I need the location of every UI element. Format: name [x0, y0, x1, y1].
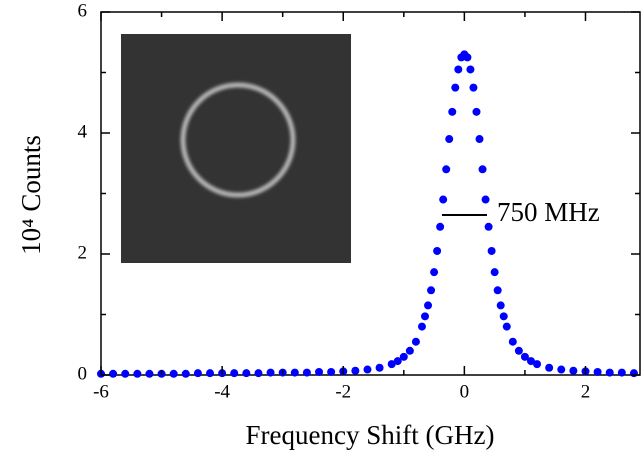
data-point — [557, 365, 566, 374]
data-point — [145, 369, 154, 378]
data-point — [514, 346, 523, 355]
data-point — [499, 312, 508, 321]
data-point — [445, 135, 454, 144]
data-point — [399, 352, 408, 361]
data-point — [533, 360, 542, 369]
data-point — [266, 368, 275, 377]
data-point — [496, 301, 505, 310]
data-point — [605, 368, 614, 377]
data-point — [481, 195, 490, 204]
data-point — [451, 83, 460, 92]
y-tick-label: 6 — [78, 0, 88, 21]
data-point — [545, 363, 554, 372]
y-tick-label: 0 — [78, 363, 88, 384]
data-point — [463, 53, 472, 62]
y-tick-label: 2 — [78, 242, 88, 263]
data-point — [411, 337, 420, 346]
x-tick-label: -6 — [93, 381, 109, 402]
data-point — [502, 322, 511, 331]
data-point — [475, 135, 484, 144]
data-point — [254, 369, 263, 378]
data-point — [109, 369, 118, 378]
data-point — [302, 368, 311, 377]
data-point — [206, 369, 215, 378]
x-tick-label: 2 — [581, 381, 591, 402]
data-point — [442, 165, 451, 174]
data-point — [375, 363, 384, 372]
data-point — [430, 268, 439, 277]
data-point — [478, 165, 487, 174]
x-tick-label: 0 — [460, 381, 470, 402]
data-point — [439, 195, 448, 204]
inset-ring — [180, 82, 296, 198]
data-point — [405, 346, 414, 355]
data-point — [417, 322, 426, 331]
x-axis-label: Frequency Shift (GHz) — [246, 420, 495, 450]
data-point — [520, 352, 529, 361]
data-point — [363, 365, 372, 374]
data-point — [466, 65, 475, 74]
data-point — [484, 222, 493, 231]
data-point — [448, 107, 457, 116]
data-point — [169, 369, 178, 378]
data-point — [230, 369, 239, 378]
data-point — [569, 366, 578, 375]
data-point — [387, 360, 396, 369]
data-point — [472, 107, 481, 116]
x-tick-label: -2 — [335, 381, 351, 402]
data-point — [490, 268, 499, 277]
data-point — [242, 369, 251, 378]
data-point — [436, 222, 445, 231]
data-point — [315, 367, 324, 376]
data-point — [427, 286, 436, 295]
inset-image — [121, 34, 351, 263]
data-point — [351, 366, 360, 375]
data-point — [424, 301, 433, 310]
data-point — [493, 286, 502, 295]
data-point — [181, 369, 190, 378]
data-point — [433, 246, 442, 255]
data-point — [526, 357, 535, 366]
data-point — [421, 312, 430, 321]
data-point — [454, 65, 463, 74]
data-point — [393, 357, 402, 366]
data-point — [469, 83, 478, 92]
data-point — [629, 369, 638, 378]
data-point — [290, 368, 299, 377]
data-point — [193, 369, 202, 378]
y-axis-label: 10⁴ Counts — [16, 135, 46, 255]
data-point — [617, 368, 626, 377]
data-point — [133, 369, 142, 378]
data-point — [487, 246, 496, 255]
annotation: 750 MHz — [497, 197, 600, 227]
data-point — [508, 337, 517, 346]
y-tick-label: 4 — [78, 121, 88, 142]
data-point — [327, 367, 336, 376]
data-point — [593, 367, 602, 376]
x-tick-label: -4 — [214, 381, 230, 402]
data-point — [121, 369, 130, 378]
